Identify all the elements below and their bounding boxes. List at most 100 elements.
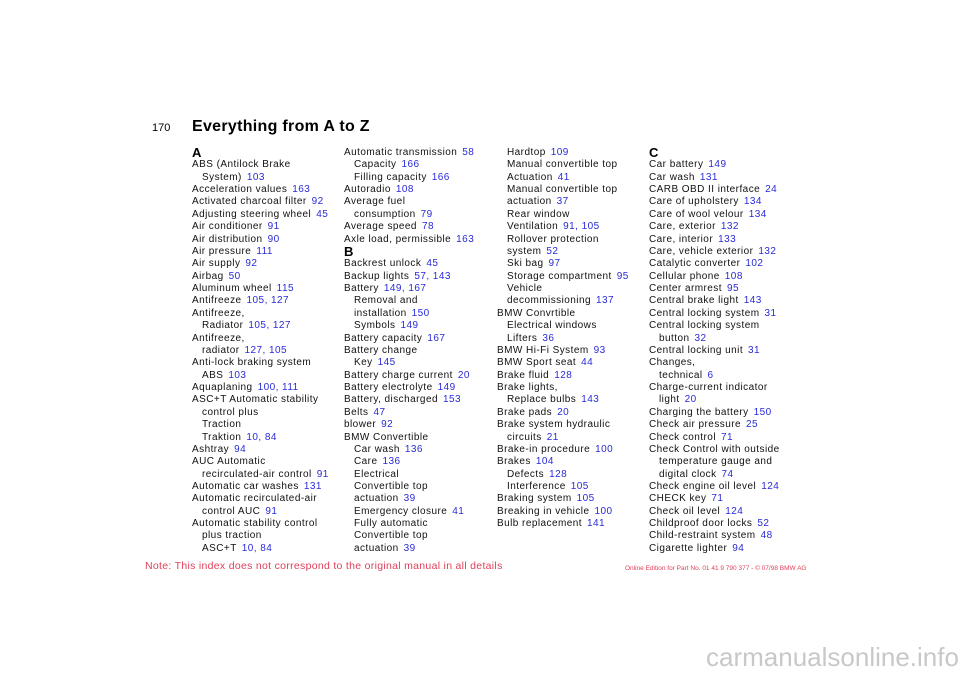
page-ref[interactable]: 100 <box>595 443 614 455</box>
page-ref[interactable]: 104 <box>535 456 554 468</box>
page-ref[interactable]: 90 <box>267 233 280 245</box>
page-ref[interactable]: 128 <box>554 369 573 381</box>
page-ref[interactable]: 25 <box>746 419 759 431</box>
page-ref[interactable]: 52 <box>757 518 770 530</box>
page-ref[interactable]: 74 <box>721 468 734 480</box>
page-ref[interactable]: 143 <box>743 295 762 307</box>
page-ref[interactable]: 141 <box>587 518 606 530</box>
page-ref[interactable]: 58 <box>462 147 475 158</box>
page-ref[interactable]: 134 <box>748 208 767 220</box>
page-ref[interactable]: 166 <box>431 171 450 183</box>
page-ref[interactable]: 163 <box>292 184 311 196</box>
page-ref[interactable]: 39 <box>403 542 416 554</box>
page-ref[interactable]: 108 <box>395 184 414 196</box>
page-ref[interactable]: 105 <box>576 493 595 505</box>
page-ref[interactable]: 131 <box>303 480 322 492</box>
page-ref[interactable]: 91, 105 <box>563 221 600 233</box>
page-ref[interactable]: 163 <box>456 233 475 245</box>
entry-text: Traktion <box>202 431 242 443</box>
page-ref[interactable]: 32 <box>694 332 707 344</box>
page-ref[interactable]: 149 <box>437 382 456 394</box>
page-ref[interactable]: 39 <box>403 493 416 505</box>
page-ref[interactable]: 97 <box>548 258 561 270</box>
page-ref[interactable]: 149 <box>400 320 419 332</box>
page-ref[interactable]: 92 <box>311 196 324 208</box>
page-ref[interactable]: 132 <box>758 245 777 257</box>
page-ref[interactable]: 20 <box>457 369 470 381</box>
page-ref[interactable]: 48 <box>760 530 773 542</box>
page-ref[interactable]: 20 <box>557 406 570 418</box>
index-line: Childproof door locks 52 <box>649 518 769 530</box>
entry-text: Capacity <box>354 159 397 171</box>
page-ref[interactable]: 102 <box>745 258 764 270</box>
page-ref[interactable]: 92 <box>245 258 258 270</box>
entry-text: Belts <box>344 406 369 418</box>
page-ref[interactable]: 95 <box>727 283 740 295</box>
page-ref[interactable]: 133 <box>718 233 737 245</box>
page-ref[interactable]: 24 <box>765 184 778 196</box>
page-ref[interactable]: 10, 84 <box>241 542 273 554</box>
page-ref[interactable]: 131 <box>699 171 718 183</box>
page-ref[interactable]: 79 <box>420 208 433 220</box>
page-ref[interactable]: 136 <box>404 443 423 455</box>
page-ref[interactable]: 50 <box>228 270 241 282</box>
page-ref[interactable]: 91 <box>267 221 280 233</box>
page-ref[interactable]: 36 <box>542 332 555 344</box>
entry-text: Check Control with outside <box>649 443 780 455</box>
page-ref[interactable]: 105, 127 <box>246 295 290 307</box>
entry-text: blower <box>344 419 377 431</box>
page-ref[interactable]: 150 <box>753 406 772 418</box>
page-ref[interactable]: 45 <box>426 258 439 270</box>
page-ref[interactable]: 153 <box>442 394 462 406</box>
page-ref[interactable]: 93 <box>593 344 606 356</box>
page-ref[interactable]: 103 <box>246 171 265 183</box>
page-ref[interactable]: 21 <box>546 431 559 443</box>
page-ref[interactable]: 149 <box>708 159 727 171</box>
page-ref[interactable]: 94 <box>732 542 745 554</box>
page-ref[interactable]: 41 <box>452 505 465 517</box>
page-ref[interactable]: 103 <box>228 369 247 381</box>
page-ref[interactable]: 136 <box>382 456 401 468</box>
page-ref[interactable]: 111 <box>256 245 273 257</box>
page-ref[interactable]: 100, 111 <box>257 382 299 394</box>
page-ref[interactable]: 105 <box>570 480 589 492</box>
page-ref[interactable]: 31 <box>748 344 761 356</box>
page-ref[interactable]: 52 <box>546 245 559 257</box>
page-ref[interactable]: 95 <box>616 270 629 282</box>
page-ref[interactable]: 44 <box>581 357 594 369</box>
page-ref[interactable]: 167 <box>427 332 446 344</box>
page-ref[interactable]: 137 <box>596 295 615 307</box>
page-ref[interactable]: 10, 84 <box>246 431 277 443</box>
page-ref[interactable]: 124 <box>725 505 744 517</box>
page-ref[interactable]: 143 <box>581 394 600 406</box>
page-ref[interactable]: 91 <box>316 468 329 480</box>
page-ref[interactable]: 134 <box>743 196 762 208</box>
page-ref[interactable]: 71 <box>721 431 734 443</box>
page-ref[interactable]: 94 <box>234 443 247 455</box>
page-ref[interactable]: 92 <box>381 419 394 431</box>
page-ref[interactable]: 166 <box>401 159 420 171</box>
page-ref[interactable]: 41 <box>557 171 570 183</box>
page-ref[interactable]: 45 <box>316 208 329 220</box>
page-ref[interactable]: 109 <box>550 147 569 158</box>
page-ref[interactable]: 128 <box>549 468 568 480</box>
page-ref[interactable]: 124 <box>761 480 780 492</box>
page-ref[interactable]: 132 <box>720 221 739 233</box>
page-ref[interactable]: 78 <box>421 221 434 233</box>
page-ref[interactable]: 108 <box>724 270 743 282</box>
page-ref[interactable]: 71 <box>711 493 724 505</box>
page-ref[interactable]: 6 <box>707 369 714 381</box>
page-ref[interactable]: 150 <box>411 307 430 319</box>
page-ref[interactable]: 127, 105 <box>244 344 288 356</box>
page-ref[interactable]: 105, 127 <box>248 320 291 332</box>
page-ref[interactable]: 115 <box>276 283 294 295</box>
page-ref[interactable]: 100 <box>594 505 613 517</box>
page-ref[interactable]: 37 <box>556 196 569 208</box>
page-ref[interactable]: 149, 167 <box>383 283 427 295</box>
page-ref[interactable]: 145 <box>377 357 396 369</box>
page-ref[interactable]: 47 <box>373 406 386 418</box>
page-ref[interactable]: 20 <box>684 394 697 406</box>
page-ref[interactable]: 91 <box>265 505 278 517</box>
page-ref[interactable]: 31 <box>764 307 777 319</box>
page-ref[interactable]: 57, 143 <box>414 270 451 282</box>
